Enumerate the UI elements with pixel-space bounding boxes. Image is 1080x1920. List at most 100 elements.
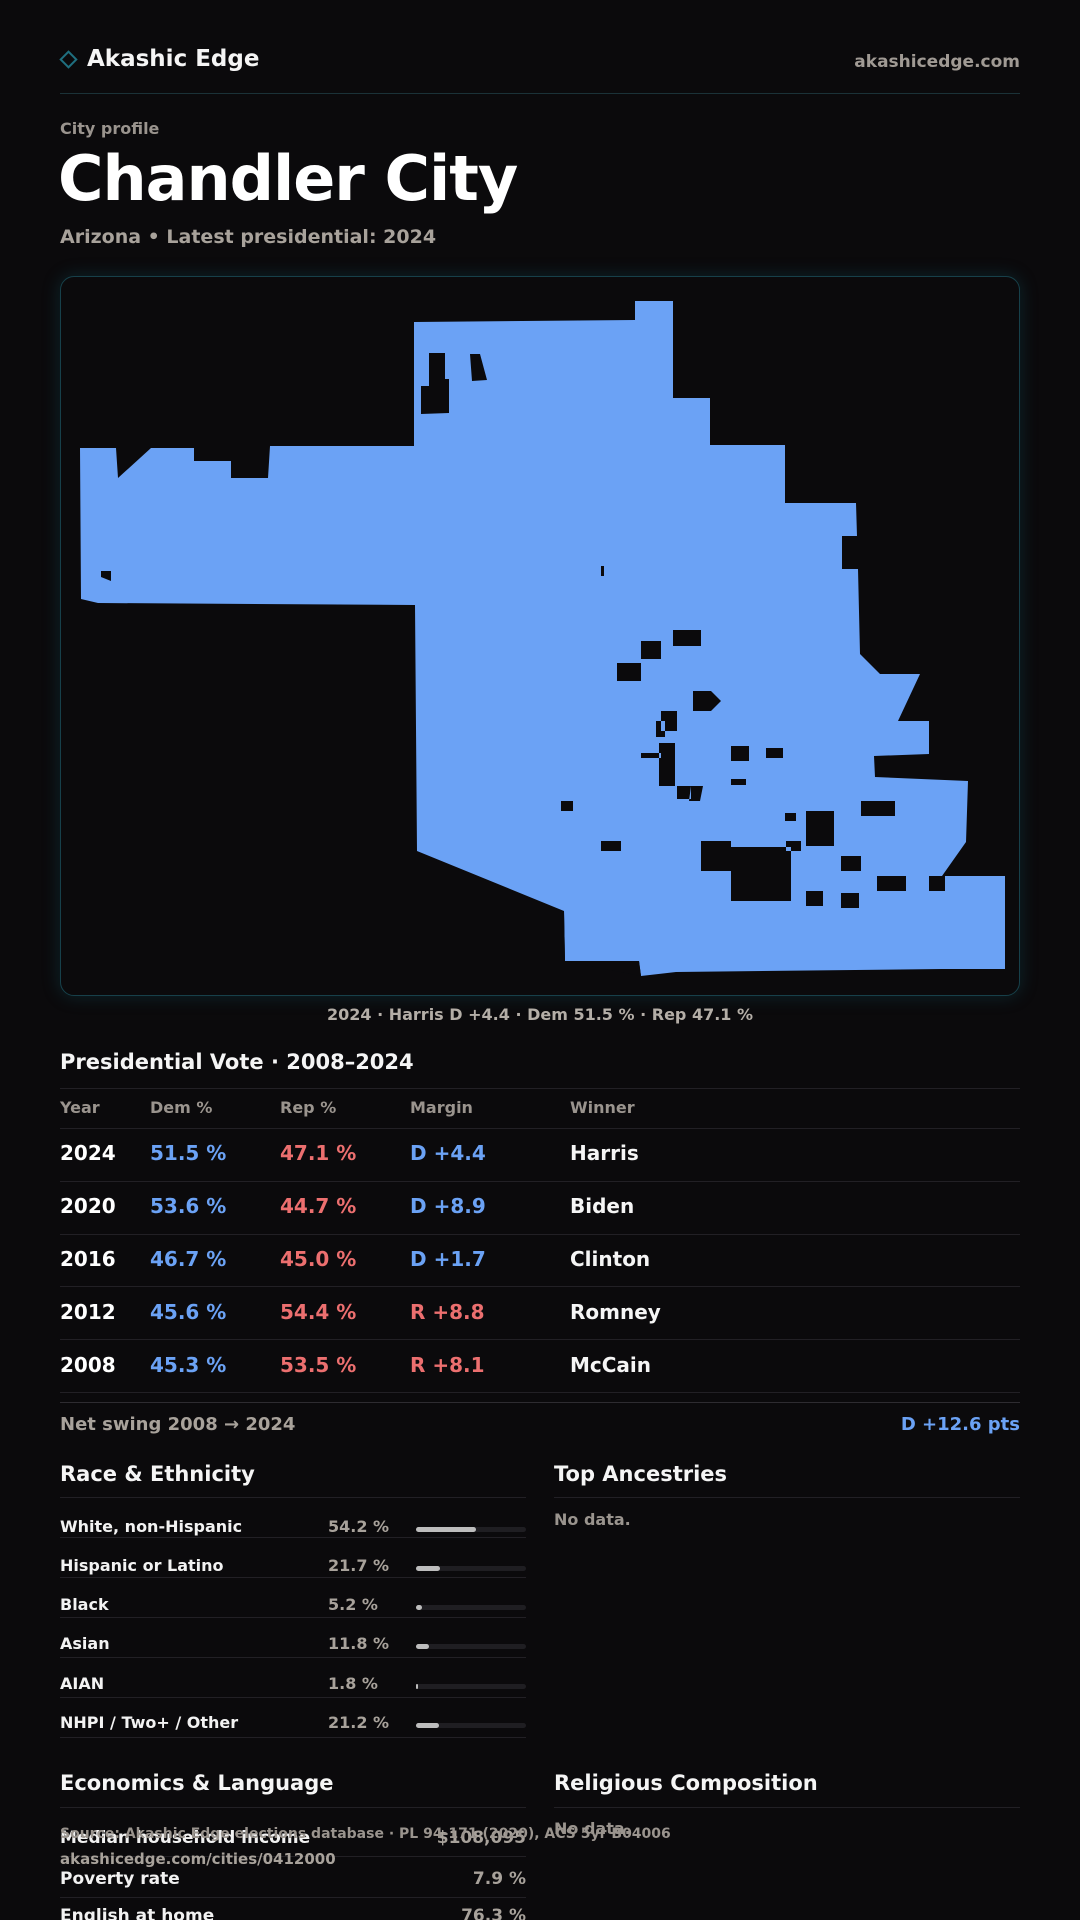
table-row: 2012 45.6 % 54.4 % R +8.8 Romney [60,1287,1020,1340]
econ-value: $108,095 [436,1828,526,1848]
row-divider [60,1392,1020,1393]
race-bar-fill [416,1566,440,1571]
page-title: Chandler City [58,142,518,215]
econ-value: 76.3 % [461,1906,526,1920]
row-divider [60,1897,526,1898]
row-divider [60,1617,526,1618]
list-item: Poverty rate 7.9 % [60,1857,526,1898]
brand[interactable]: Akashic Edge [59,46,259,72]
table-row: 2016 46.7 % 45.0 % D +1.7 Clinton [60,1235,1020,1287]
race-bar-fill [416,1684,419,1689]
col-rep: Rep % [280,1098,337,1117]
vote-year: 2012 [60,1300,116,1324]
table-row: 2008 45.3 % 53.5 % R +8.1 McCain [60,1340,1020,1393]
religion-section-title: Religious Composition [554,1771,818,1795]
race-value: 21.7 % [328,1556,390,1575]
row-divider [60,1339,1020,1340]
page-subtitle: Arizona • Latest presidential: 2024 [60,226,437,248]
race-bar-track [416,1566,526,1571]
site-domain[interactable]: akashicedge.com [854,52,1020,72]
col-winner: Winner [570,1098,635,1117]
race-bar-fill [416,1644,429,1649]
row-divider [60,1181,1020,1182]
vote-year: 2024 [60,1141,116,1165]
vote-dem: 45.6 % [150,1300,227,1324]
vote-rep: 47.1 % [280,1141,357,1165]
ancestries-title-divider [554,1497,1020,1498]
vote-year: 2016 [60,1247,116,1271]
row-divider [60,1286,1020,1287]
vote-margin: D +8.9 [410,1194,486,1218]
ancestries-empty: No data. [554,1510,631,1529]
vote-header-divider [60,1128,1020,1129]
list-item: NHPI / Two+ / Other 21.2 % [60,1698,526,1738]
race-label: Hispanic or Latino [60,1556,224,1575]
race-bar-fill [416,1527,476,1532]
economics-list: Median household income $108,095 Poverty… [60,1808,526,1920]
economics-section-title: Economics & Language [60,1771,334,1795]
map-caption: 2024 · Harris D +4.4 · Dem 51.5 % · Rep … [326,1005,754,1024]
col-margin: Margin [410,1098,473,1117]
race-label: White, non-Hispanic [60,1517,243,1536]
race-bar-track [416,1644,526,1649]
vote-dem: 53.6 % [150,1194,227,1218]
vote-winner: Romney [570,1300,661,1324]
vote-year: 2020 [60,1194,116,1218]
econ-label: Median household income [60,1828,311,1848]
diamond-icon [59,49,78,69]
list-item: AIAN 1.8 % [60,1658,526,1698]
econ-value: 7.9 % [472,1869,526,1889]
vote-margin: R +8.8 [410,1300,485,1324]
race-value: 5.2 % [328,1595,378,1614]
race-label: Asian [60,1634,110,1653]
city-map [60,276,1020,996]
race-value: 11.8 % [328,1634,390,1653]
list-item: Hispanic or Latino 21.7 % [60,1538,526,1578]
race-title-divider [60,1497,526,1498]
row-divider [60,1577,526,1578]
race-bar-track [416,1723,526,1728]
row-divider [60,1537,526,1538]
race-value: 21.2 % [328,1713,390,1732]
vote-winner: Harris [570,1141,639,1165]
list-item: Median household income $108,095 [60,1808,526,1857]
row-divider [60,1657,526,1658]
race-bar-fill [416,1723,440,1728]
vote-winner: McCain [570,1353,652,1377]
swing-value: D +12.6 pts [900,1414,1020,1435]
vote-dem: 45.3 % [150,1353,227,1377]
vote-dem: 46.7 % [150,1247,227,1271]
page-eyebrow: City profile [60,119,160,138]
race-value: 1.8 % [328,1674,378,1693]
list-item: English at home 76.3 % [60,1898,526,1920]
vote-rep: 54.4 % [280,1300,357,1324]
religion-title-divider [554,1807,1020,1808]
row-divider [60,1234,1020,1235]
vote-margin: D +1.7 [410,1247,486,1271]
header-divider [60,93,1020,94]
list-item: White, non-Hispanic 54.2 % [60,1498,526,1538]
vote-title-divider [60,1088,1020,1089]
table-row: 2020 53.6 % 44.7 % D +8.9 Biden [60,1182,1020,1235]
vote-section-title: Presidential Vote · 2008–2024 [60,1050,414,1074]
vote-year: 2008 [60,1353,116,1377]
race-bar-track [416,1527,526,1532]
list-item: Black 5.2 % [60,1578,526,1618]
vote-dem: 51.5 % [150,1141,227,1165]
row-divider [60,1856,526,1857]
vote-rep: 45.0 % [280,1247,357,1271]
vote-margin: R +8.1 [410,1353,485,1377]
col-dem: Dem % [150,1098,213,1117]
row-divider [60,1697,526,1698]
vote-winner: Clinton [570,1247,651,1271]
race-label: Black [60,1595,109,1614]
race-bar-track [416,1684,526,1689]
econ-label: Poverty rate [60,1869,180,1889]
city-boundary-map [80,301,1005,976]
list-item: Asian 11.8 % [60,1618,526,1658]
city-boundary-gap [564,911,641,976]
vote-winner: Biden [570,1194,635,1218]
footer-url[interactable]: akashicedge.com/cities/0412000 [60,1850,336,1868]
race-list: White, non-Hispanic 54.2 % Hispanic or L… [60,1498,526,1748]
race-bar-track [416,1605,526,1610]
